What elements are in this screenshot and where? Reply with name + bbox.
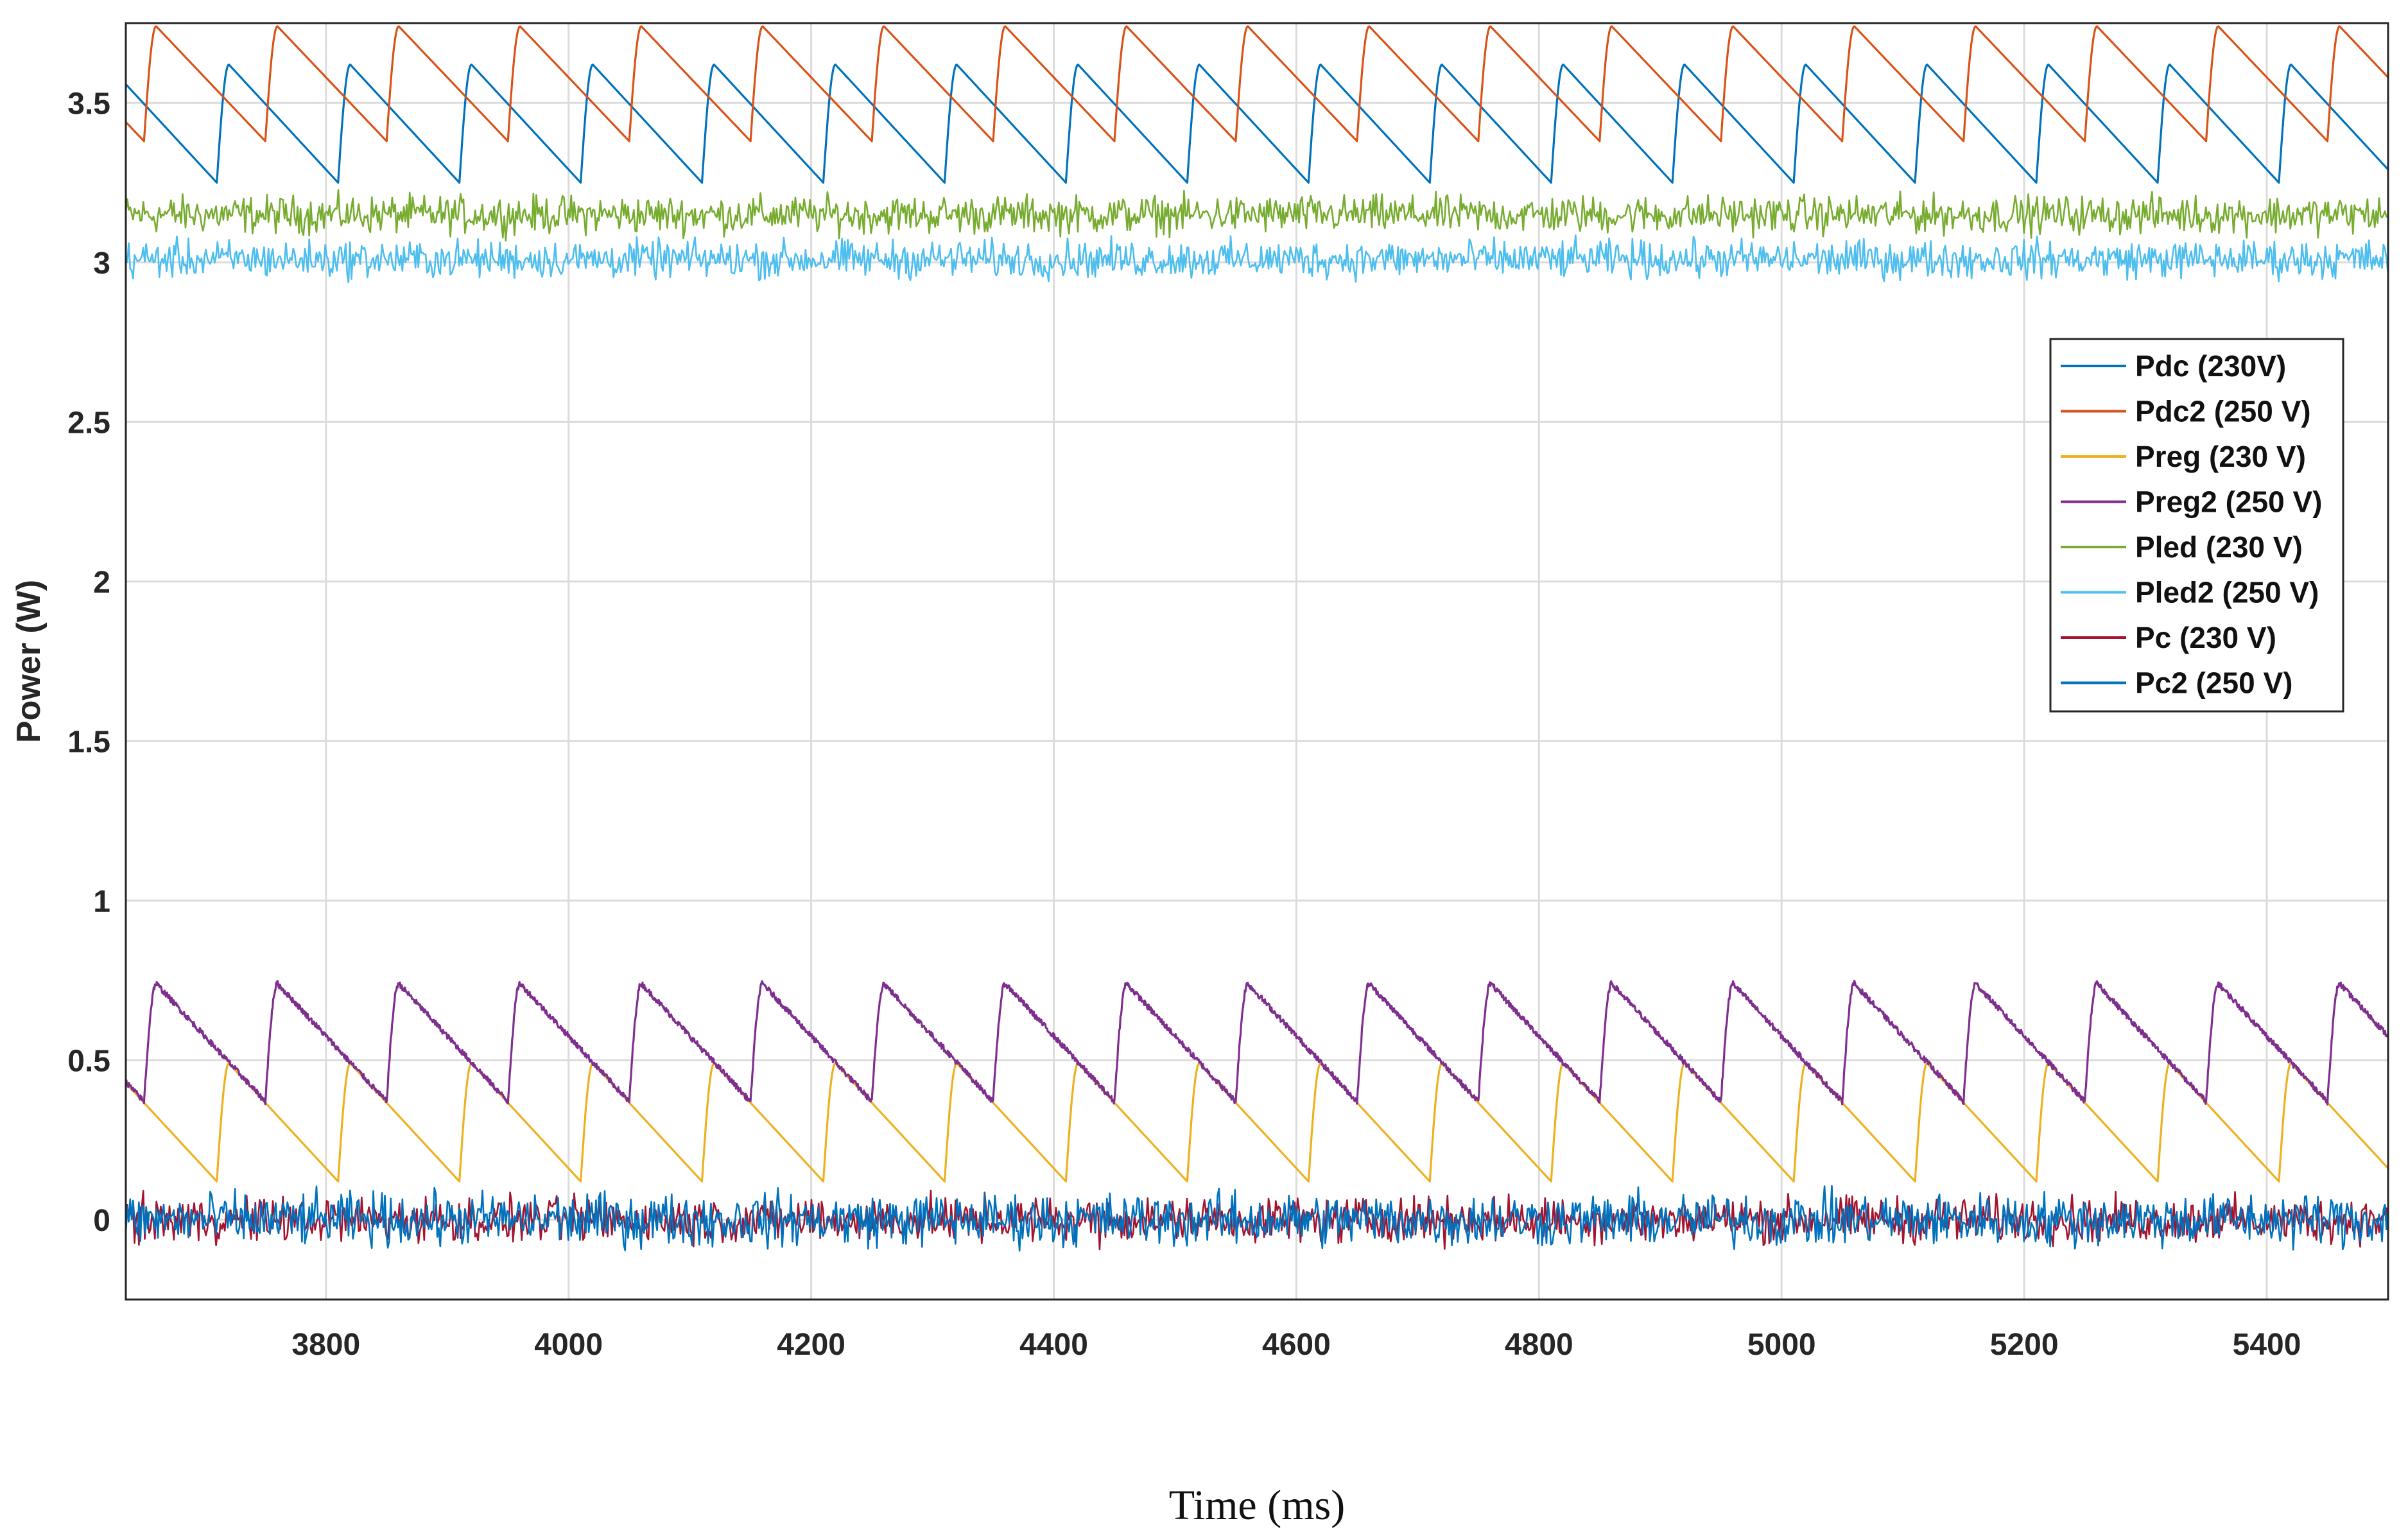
series-group — [125, 25, 2389, 1252]
y-tick-label: 0 — [93, 1204, 110, 1238]
x-tick-label: 4400 — [1019, 1328, 1088, 1362]
x-tick-label: 4800 — [1505, 1328, 1573, 1362]
y-tick-label: 1 — [93, 885, 110, 919]
x-axis-label: Time (ms) — [1169, 1482, 1345, 1529]
grid — [126, 23, 2388, 1300]
series-line-1 — [125, 25, 2389, 143]
legend-box — [2049, 338, 2344, 713]
series-line-7 — [125, 1185, 2389, 1252]
x-tick-label: 4600 — [1262, 1328, 1331, 1362]
x-tick-label: 5400 — [2233, 1328, 2301, 1362]
legend-entry: Pled (230 V) — [2135, 530, 2303, 564]
y-tick-label: 2.5 — [67, 406, 110, 440]
axes-frame — [125, 22, 2389, 1301]
y-tick-label: 3 — [93, 247, 110, 281]
legend-entry: Pdc2 (250 V) — [2135, 395, 2311, 428]
series-line-5 — [125, 234, 2389, 284]
legend-entry: Pc (230 V) — [2135, 621, 2276, 654]
x-tick-label: 5000 — [1747, 1328, 1816, 1362]
legend-entry: Pdc (230V) — [2135, 349, 2286, 383]
y-tick-label: 2 — [93, 566, 110, 600]
legend: Pdc (230V) Pdc2 (250 V) Preg (230 V) Preg2 … — [2049, 338, 2344, 713]
legend-entry: Pc2 (250 V) — [2135, 666, 2292, 700]
x-tick-label: 4000 — [534, 1328, 603, 1362]
x-tick-label: 3800 — [291, 1328, 360, 1362]
series-line-3 — [125, 979, 2389, 1106]
series-line-0 — [125, 63, 2389, 184]
legend-entry: Pled2 (250 V) — [2135, 576, 2319, 609]
legend-entry: Preg (230 V) — [2135, 440, 2306, 473]
y-tick-label: 3.5 — [67, 87, 110, 121]
y-tick-label: 1.5 — [67, 725, 110, 759]
legend-entry: Preg2 (250 V) — [2135, 485, 2322, 519]
x-tick-label: 4200 — [777, 1328, 845, 1362]
x-tick-label: 5200 — [1990, 1328, 2059, 1362]
tick-labels: 3800 4000 4200 4400 4600 4800 5000 5200 5400 0 0.5… — [67, 87, 2301, 1362]
series-line-4 — [125, 189, 2389, 242]
y-axis-label: Power (W) — [10, 580, 48, 743]
y-tick-label: 0.5 — [67, 1044, 110, 1078]
